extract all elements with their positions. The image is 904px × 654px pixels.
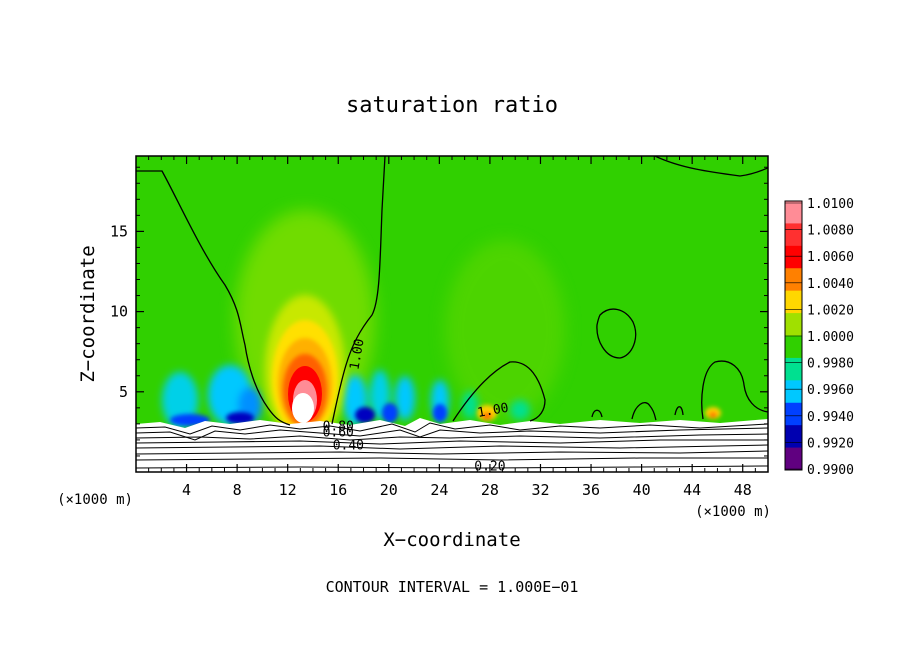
- contour-right-cloud: [701, 360, 768, 420]
- contour-label: 0.40: [333, 439, 364, 454]
- y-tick-label: 10: [110, 303, 128, 321]
- contour-label: 1.00: [347, 338, 367, 371]
- x-tick-label: 20: [380, 481, 398, 499]
- x-tick-label: 4: [182, 481, 191, 499]
- plot-field: 1.001.000.800.600.400.20: [136, 156, 768, 472]
- colorbar-level-label: 0.9900: [807, 463, 854, 478]
- y-tick-label: 15: [110, 222, 128, 240]
- colorbar-level-label: 1.0100: [807, 197, 854, 212]
- contour-labels: 1.001.000.800.600.400.20: [323, 338, 510, 472]
- colorbar-swatch: [785, 425, 802, 449]
- x-axis-label: X−coordinate: [383, 529, 520, 551]
- colorbar-level-label: 0.9960: [807, 383, 854, 398]
- colorbar-level-label: 1.0000: [807, 330, 854, 345]
- contour-center: [331, 156, 386, 425]
- x-tick-label: 32: [531, 481, 549, 499]
- colorbar-level-label: 1.0040: [807, 277, 854, 292]
- contour-interval-note: CONTOUR INTERVAL = 1.000E−01: [326, 578, 579, 596]
- colorbar-swatch: [785, 223, 802, 247]
- x-tick-label: 28: [481, 481, 499, 499]
- contour-cloud-right: [452, 361, 546, 422]
- colorbar-level-label: 1.0080: [807, 224, 854, 239]
- contour-label: 1.00: [476, 401, 509, 421]
- contour-label: 0.60: [323, 426, 354, 441]
- x-tick-label: 40: [633, 481, 651, 499]
- x-tick-label: 24: [430, 481, 448, 499]
- x-tick-label: 44: [683, 481, 701, 499]
- colorbar-level-label: 0.9920: [807, 436, 854, 451]
- contour-small-3: [674, 406, 684, 416]
- x-tick-label: 36: [582, 481, 600, 499]
- y-tick-label: 5: [119, 383, 128, 401]
- x-tick-label: 8: [233, 481, 242, 499]
- x-tick-label: 16: [329, 481, 347, 499]
- colorbar-swatch: [785, 313, 802, 336]
- warm-spots: [477, 405, 721, 421]
- contour-closed-cell: [596, 308, 637, 359]
- contour-top-right: [654, 156, 768, 177]
- colorbar-swatch: [785, 402, 802, 426]
- colorbar-swatch: [785, 290, 802, 314]
- x-tick-label: 48: [734, 481, 752, 499]
- colorbar-swatch: [785, 380, 802, 404]
- colorbar-swatch: [785, 201, 802, 224]
- contour-lines-1.00: [136, 156, 768, 426]
- boundary-contours: [136, 422, 768, 469]
- y-axis-label: Z−coordinate: [77, 245, 99, 382]
- colorbar-swatch: [785, 357, 802, 381]
- colorbar-level-label: 1.0060: [807, 250, 854, 265]
- y-axis: 5 10 15: [110, 166, 768, 457]
- contour-small-2: [591, 409, 603, 418]
- colorbar-swatch: [785, 245, 802, 269]
- colorbar-swatch: [785, 268, 802, 292]
- colorbar-level-label: 0.9940: [807, 410, 854, 425]
- x-unit-left: (×1000 m): [57, 492, 133, 508]
- colorbar-swatch: [785, 335, 802, 359]
- colorbar-frame: [784, 200, 803, 471]
- colorbar-level-label: 0.9980: [807, 357, 854, 372]
- contour-left: [136, 170, 291, 426]
- colorbar: 1.0100 1.0080 1.0060 1.0040 1.0020 1.0000 0.99…: [784, 197, 854, 478]
- updraft-plume: [265, 295, 345, 445]
- contour-label: 0.80: [323, 419, 354, 434]
- colorbar-level-label: 1.0020: [807, 303, 854, 318]
- chart-title: saturation ratio: [346, 93, 558, 118]
- right-halo: [445, 240, 565, 420]
- colorbar-swatch: [785, 447, 802, 471]
- x-tick-label: 12: [279, 481, 297, 499]
- x-unit-right: (×1000 m): [695, 504, 771, 520]
- x-axis: 4 8 12 16 20 24 28 32 36 40 44 48: [148, 156, 756, 499]
- contour-small-1: [631, 402, 657, 421]
